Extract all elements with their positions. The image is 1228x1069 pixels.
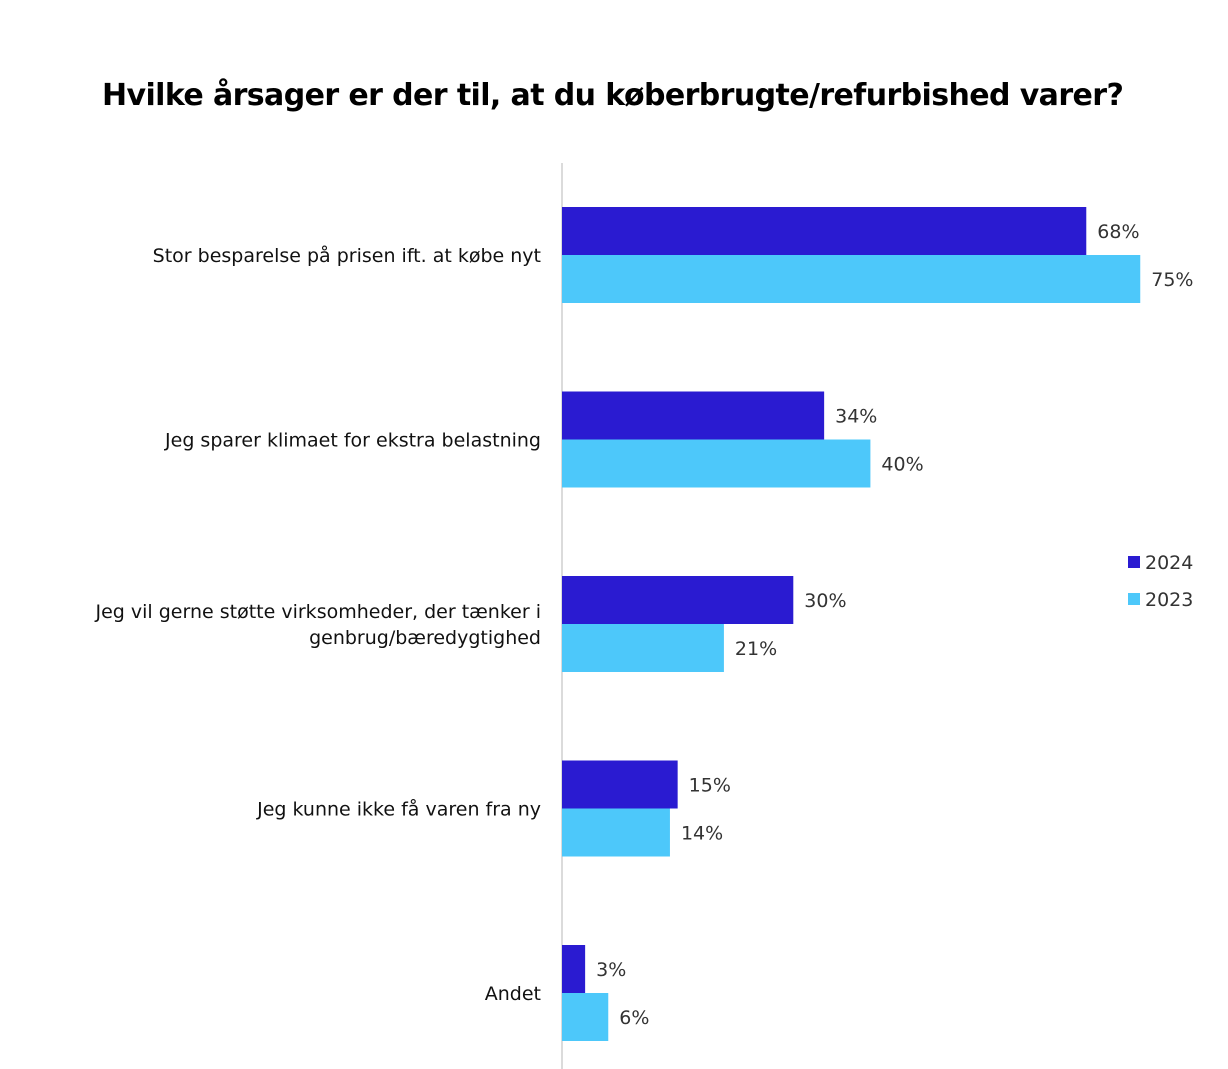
value-label-2023-1: 75% [1151, 269, 1193, 291]
legend-label-2023: 2023 [1145, 589, 1193, 611]
value-label-2023-3: 21% [735, 638, 777, 660]
value-label-2024-2: 34% [835, 406, 877, 428]
value-label-2024-5: 3% [596, 959, 626, 981]
bar-2023-4 [562, 809, 670, 857]
bar-2023-3 [562, 624, 724, 672]
bar-chart: 68% 75% Stor besparelse på prisen ift. at … [0, 0, 1228, 1069]
legend-swatch-2023 [1128, 593, 1140, 605]
legend: 2024 2023 [1128, 552, 1193, 611]
bar-2024-2 [562, 392, 824, 440]
bar-2024-5 [562, 945, 585, 993]
category-label-3-line-2: genbrug/bæredygtighed [309, 627, 541, 649]
category-label-2: Jeg sparer klimaet for ekstra belastning [164, 430, 541, 452]
legend-label-2024: 2024 [1145, 552, 1193, 574]
category-label-5: Andet [485, 983, 541, 1005]
value-label-2023-2: 40% [881, 454, 923, 476]
value-label-2023-5: 6% [619, 1007, 649, 1029]
bar-2024-1 [562, 207, 1086, 255]
value-label-2024-1: 68% [1097, 221, 1139, 243]
value-label-2024-4: 15% [689, 775, 731, 797]
bar-2024-4 [562, 761, 678, 809]
bar-2023-2 [562, 440, 870, 488]
value-label-2024-3: 30% [804, 590, 846, 612]
bar-2023-5 [562, 993, 608, 1041]
bar-2023-1 [562, 255, 1140, 303]
category-label-1: Stor besparelse på prisen ift. at købe n… [153, 244, 541, 267]
value-label-2023-4: 14% [681, 823, 723, 845]
bar-2024-3 [562, 576, 793, 624]
legend-swatch-2024 [1128, 556, 1140, 568]
category-label-4: Jeg kunne ikke få varen fra ny [256, 798, 541, 821]
bars-layer [562, 207, 1140, 1041]
category-label-3-line-1: Jeg vil gerne støtte virksomheder, der t… [95, 601, 541, 623]
